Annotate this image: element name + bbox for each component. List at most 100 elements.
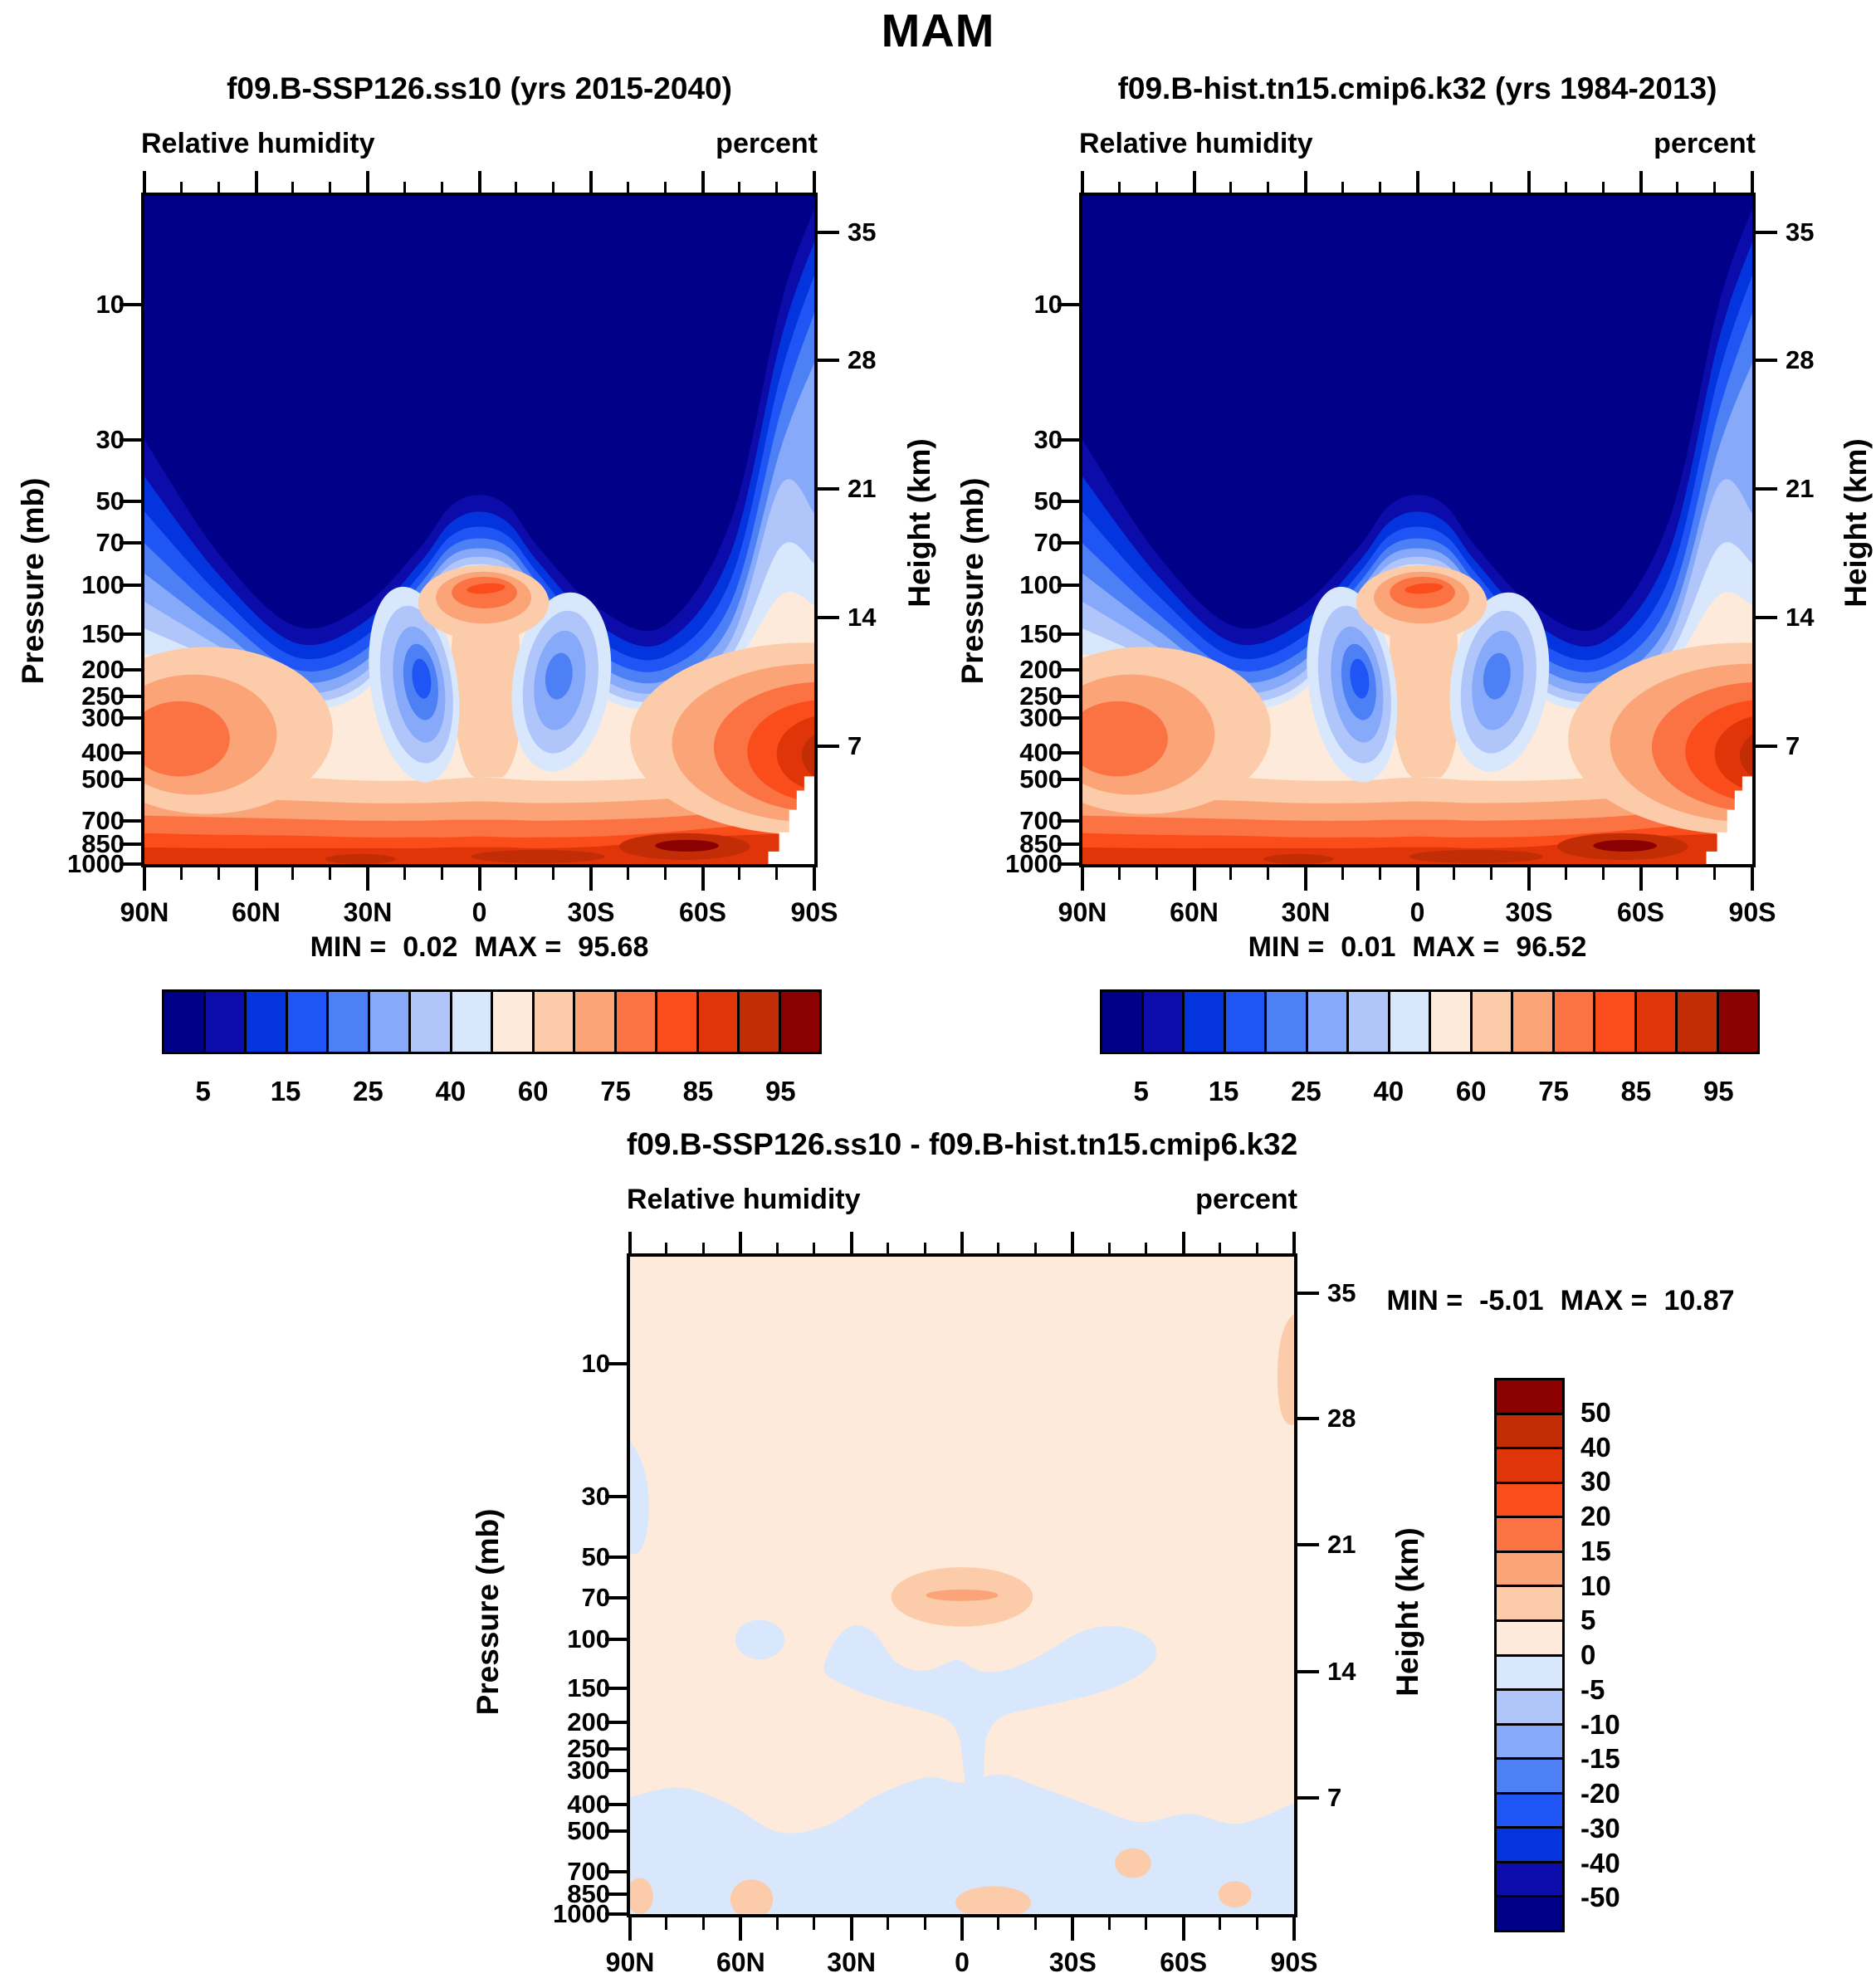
lat-minor-tick-top	[1107, 1243, 1111, 1253]
panel1-title: f09.B-SSP126.ss10 (yrs 2015-2040)	[227, 71, 732, 105]
lat-major-tick	[1081, 867, 1084, 891]
lat-minor-tick	[1267, 867, 1270, 880]
lat-minor-tick	[403, 867, 406, 880]
colorbar-cell	[1346, 992, 1388, 1052]
lat-tick-label: 60N	[232, 897, 281, 927]
figure-title: MAM	[881, 4, 995, 56]
colorbar-tick-label: 40	[1373, 1076, 1405, 1106]
lat-major-tick	[1181, 1917, 1185, 1941]
pressure-tick-label: 700	[1019, 805, 1063, 835]
height-tick-label: 7	[848, 731, 862, 761]
lat-minor-tick-top	[997, 1243, 1000, 1253]
lat-minor-tick-top	[1117, 182, 1121, 193]
lat-minor-tick-top	[1267, 182, 1270, 193]
lat-tick-label: 0	[471, 897, 487, 927]
lat-minor-tick	[1676, 867, 1679, 880]
colorbar-cell	[573, 992, 614, 1052]
lat-major-tick-top	[1751, 171, 1754, 193]
pressure-tick	[120, 437, 141, 442]
lat-major-tick-top	[1071, 1232, 1075, 1253]
lat-minor-tick	[515, 867, 518, 880]
pressure-tick	[120, 862, 141, 866]
lat-minor-tick-top	[1378, 182, 1381, 193]
colorbar-tick-label: 30	[1580, 1466, 1611, 1497]
height-tick	[1756, 745, 1777, 749]
pressure-tick	[120, 500, 141, 504]
lat-minor-tick-top	[775, 1243, 779, 1253]
lat-major-tick	[366, 867, 369, 891]
lat-minor-tick	[1601, 867, 1605, 880]
lat-minor-tick-top	[701, 1243, 705, 1253]
lat-minor-tick-top	[813, 1243, 816, 1253]
pressure-tick-label: 150	[1019, 619, 1063, 649]
height-tick	[1297, 1291, 1319, 1295]
pressure-tick	[1058, 842, 1079, 846]
colorbar-cell	[1497, 1860, 1562, 1896]
pressure-tick	[605, 1638, 627, 1642]
lat-minor-tick-top	[665, 1243, 668, 1253]
lat-minor-tick	[1145, 1917, 1148, 1930]
lat-major-tick	[813, 867, 816, 891]
colorbar-tick-label: 5	[195, 1076, 211, 1106]
pressure-tick-label: 150	[567, 1673, 610, 1702]
lat-minor-tick	[1107, 1917, 1111, 1930]
pressure-tick	[120, 667, 141, 672]
panel2-title: f09.B-hist.tn15.cmip6.k32 (yrs 1984-2013…	[1117, 71, 1717, 105]
colorbar-cell	[1511, 992, 1552, 1052]
panel3-max-value: 10.87	[1663, 1285, 1735, 1316]
colorbar-cell	[696, 992, 737, 1052]
colorbar-tick-label: 0	[1580, 1639, 1596, 1670]
pressure-tick	[120, 715, 141, 720]
lat-major-tick	[739, 1917, 743, 1941]
pressure-tick	[605, 1556, 627, 1560]
pressure-tick	[1058, 751, 1079, 755]
colorbar-cell	[1497, 1653, 1562, 1689]
lat-major-tick-top	[477, 171, 481, 193]
panel2-units-label: percent	[1654, 128, 1756, 159]
colorbar-cell	[1387, 992, 1429, 1052]
lat-minor-tick-top	[1490, 182, 1493, 193]
lat-minor-tick	[1117, 867, 1121, 880]
pressure-tick	[120, 583, 141, 587]
colorbar-cell	[1497, 1481, 1562, 1516]
colorbar-tick-label: 75	[1538, 1076, 1569, 1106]
colorbar-tick-label: 60	[1455, 1076, 1487, 1106]
pressure-tick-label: 500	[81, 764, 125, 794]
lat-minor-tick	[813, 1917, 816, 1930]
panel1-min-label: MIN =	[310, 931, 387, 963]
height-tick	[1297, 1417, 1319, 1421]
pressure-tick-label: 100	[1019, 569, 1063, 599]
height-tick-label: 14	[1786, 603, 1815, 632]
lat-minor-tick	[923, 1917, 926, 1930]
pressure-tick	[1058, 632, 1079, 637]
height-tick	[1756, 359, 1777, 363]
pressure-tick-label: 1000	[1005, 849, 1063, 878]
lat-minor-tick	[665, 1917, 668, 1930]
height-tick-label: 28	[1786, 345, 1815, 375]
pressure-tick-label: 50	[1033, 486, 1063, 516]
lat-minor-tick-top	[1713, 182, 1717, 193]
height-tick-label: 21	[1786, 474, 1815, 504]
lat-major-tick-top	[701, 171, 705, 193]
pressure-tick	[1058, 583, 1079, 587]
pressure-tick-label: 300	[1019, 702, 1063, 732]
colorbar-cell	[531, 992, 573, 1052]
colorbar-cell	[737, 992, 779, 1052]
lat-tick-label: 90S	[1728, 897, 1776, 927]
lat-major-tick	[254, 867, 258, 891]
colorbar-cell	[1497, 1791, 1562, 1827]
lat-minor-tick-top	[1255, 1243, 1258, 1253]
panel2-colorbar	[1100, 989, 1760, 1054]
colorbar-cell	[1675, 992, 1717, 1052]
lat-minor-tick-top	[626, 182, 629, 193]
panel3-contour-plot	[605, 1232, 1319, 1941]
height-tick-label: 28	[1327, 1404, 1356, 1433]
panel3-variable-label: Relative humidity	[627, 1184, 861, 1215]
lat-major-tick-top	[1527, 171, 1531, 193]
lat-minor-tick-top	[1155, 182, 1158, 193]
pressure-tick	[1058, 715, 1079, 720]
lat-tick-label: 30S	[567, 897, 615, 927]
lat-tick-label: 60S	[679, 897, 726, 927]
colorbar-cell	[1497, 1757, 1562, 1792]
